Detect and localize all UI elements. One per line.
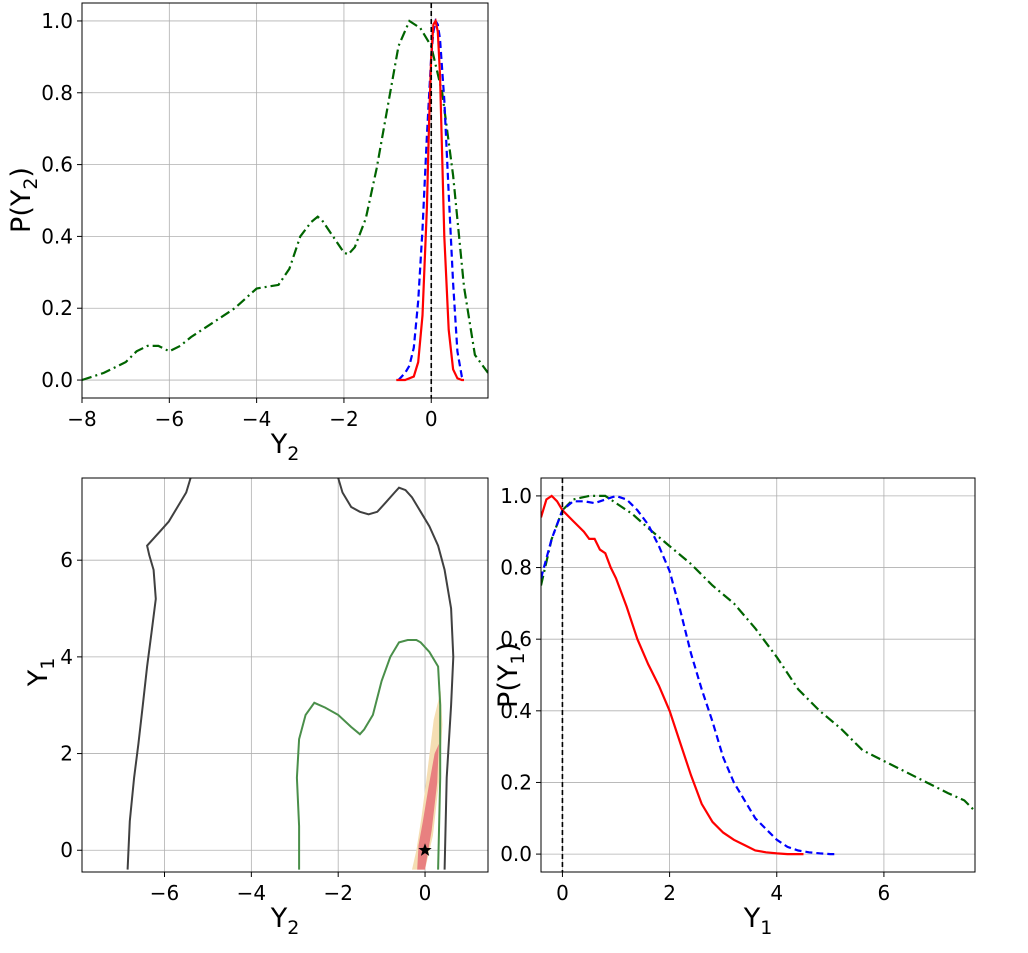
- x-tick-label: −8: [67, 407, 96, 431]
- series-line-1: [541, 494, 836, 856]
- x-tick-labels: −8 −6 −4 −2 0: [67, 398, 438, 431]
- y-tick-label: 6: [60, 548, 73, 572]
- plot-frame: [540, 477, 976, 873]
- y-tick-label: 0: [60, 838, 73, 862]
- contour-line-2: [295, 639, 442, 870]
- data-layer: [541, 478, 975, 872]
- plot-frame: [81, 2, 489, 399]
- y-tick-label: 4: [60, 645, 73, 669]
- contour-line-0: [126, 478, 192, 870]
- x-axis-label-main: Y: [270, 429, 288, 460]
- x-tick-label: −4: [242, 407, 271, 431]
- x-axis-label-main: Y: [743, 903, 761, 934]
- grid: [541, 478, 975, 872]
- x-axis-label-sub: 2: [287, 443, 299, 465]
- x-tick-label: 4: [770, 881, 783, 905]
- x-axis-label: Y2: [270, 903, 300, 939]
- x-axis-label-main: Y: [270, 903, 288, 934]
- series-line-1: [397, 18, 465, 381]
- y-tick-label: 0.2: [41, 296, 73, 320]
- x-axis-label: Y1: [743, 903, 773, 939]
- series-line-2: [396, 18, 464, 382]
- series-line-2: [541, 494, 804, 856]
- x-tick-labels: −6 −4 −2 0: [150, 872, 432, 905]
- y-axis-label-close: ): [493, 642, 524, 653]
- top-marginal-panel: −8 −6 −4 −2 0 0.00.20.40.60.81.0 Y2 P(Y2): [6, 2, 489, 465]
- true-value-star-marker: [418, 843, 432, 856]
- x-tick-label: 6: [878, 881, 891, 905]
- x-axis-label: Y2: [270, 429, 300, 465]
- y-axis-label: Y1: [23, 658, 59, 688]
- y-tick-label: 0.0: [500, 842, 532, 866]
- y-tick-label: 0.4: [500, 699, 532, 723]
- credible-region-0: [412, 690, 443, 870]
- x-tick-label: −4: [237, 881, 266, 905]
- x-tick-label: 2: [663, 881, 676, 905]
- y-tick-label: 0.4: [41, 224, 73, 248]
- grid: [81, 3, 488, 398]
- series-line-0: [541, 494, 975, 812]
- y-tick-label: 0.0: [41, 368, 73, 392]
- y-tick-labels: 0 2 4 6: [60, 548, 82, 862]
- y-tick-label: 1.0: [500, 484, 532, 508]
- data-layer: [126, 478, 455, 870]
- y-tick-label: 0.6: [500, 627, 532, 651]
- y-tick-label: 2: [60, 742, 73, 766]
- x-tick-label: 0: [556, 881, 569, 905]
- y-axis-label-close: ): [6, 167, 37, 178]
- x-tick-label: −6: [155, 407, 184, 431]
- data-layer: [82, 3, 488, 398]
- y-axis-label: P(Y1): [493, 642, 529, 708]
- x-axis-label-sub: 1: [760, 917, 772, 939]
- contour-line-1: [337, 478, 455, 870]
- y-tick-label: 0.2: [500, 770, 532, 794]
- x-tick-label: 0: [425, 407, 438, 431]
- y-axis-label-sub: 1: [507, 653, 529, 665]
- x-tick-label: −2: [329, 407, 358, 431]
- y-tick-labels: 0.0 0.2 0.4 0.6 0.8 1.0: [500, 484, 541, 866]
- x-tick-label: 0: [419, 881, 432, 905]
- x-tick-labels: 0 2 4 6: [556, 872, 890, 905]
- y-axis-label-sub: 2: [20, 178, 42, 190]
- x-tick-label: −6: [150, 881, 179, 905]
- y-tick-label: 0.8: [500, 556, 532, 580]
- x-axis-label-sub: 2: [287, 917, 299, 939]
- y-tick-label: 0.8: [41, 81, 73, 105]
- y-axis-label: P(Y2): [6, 167, 42, 233]
- y-axis-label-main: Y: [23, 669, 54, 687]
- y-tick-label: 0.6: [41, 153, 73, 177]
- y-tick-label: 1.0: [41, 9, 73, 33]
- y-axis-label-sub: 1: [37, 658, 59, 670]
- y-axis-label-main: P(Y: [6, 189, 37, 233]
- y-axis-label-main: P(Y: [493, 664, 524, 708]
- y-tick-labels: 0.0 0.2 0.4 0.6 0.8 1.0: [41, 9, 82, 392]
- plot-frame: [81, 477, 489, 873]
- series-line-0: [82, 19, 488, 382]
- x-tick-label: −2: [323, 881, 352, 905]
- credible-region-1: [417, 743, 439, 870]
